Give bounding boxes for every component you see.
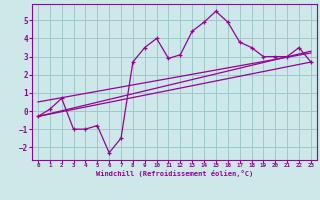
- X-axis label: Windchill (Refroidissement éolien,°C): Windchill (Refroidissement éolien,°C): [96, 170, 253, 177]
